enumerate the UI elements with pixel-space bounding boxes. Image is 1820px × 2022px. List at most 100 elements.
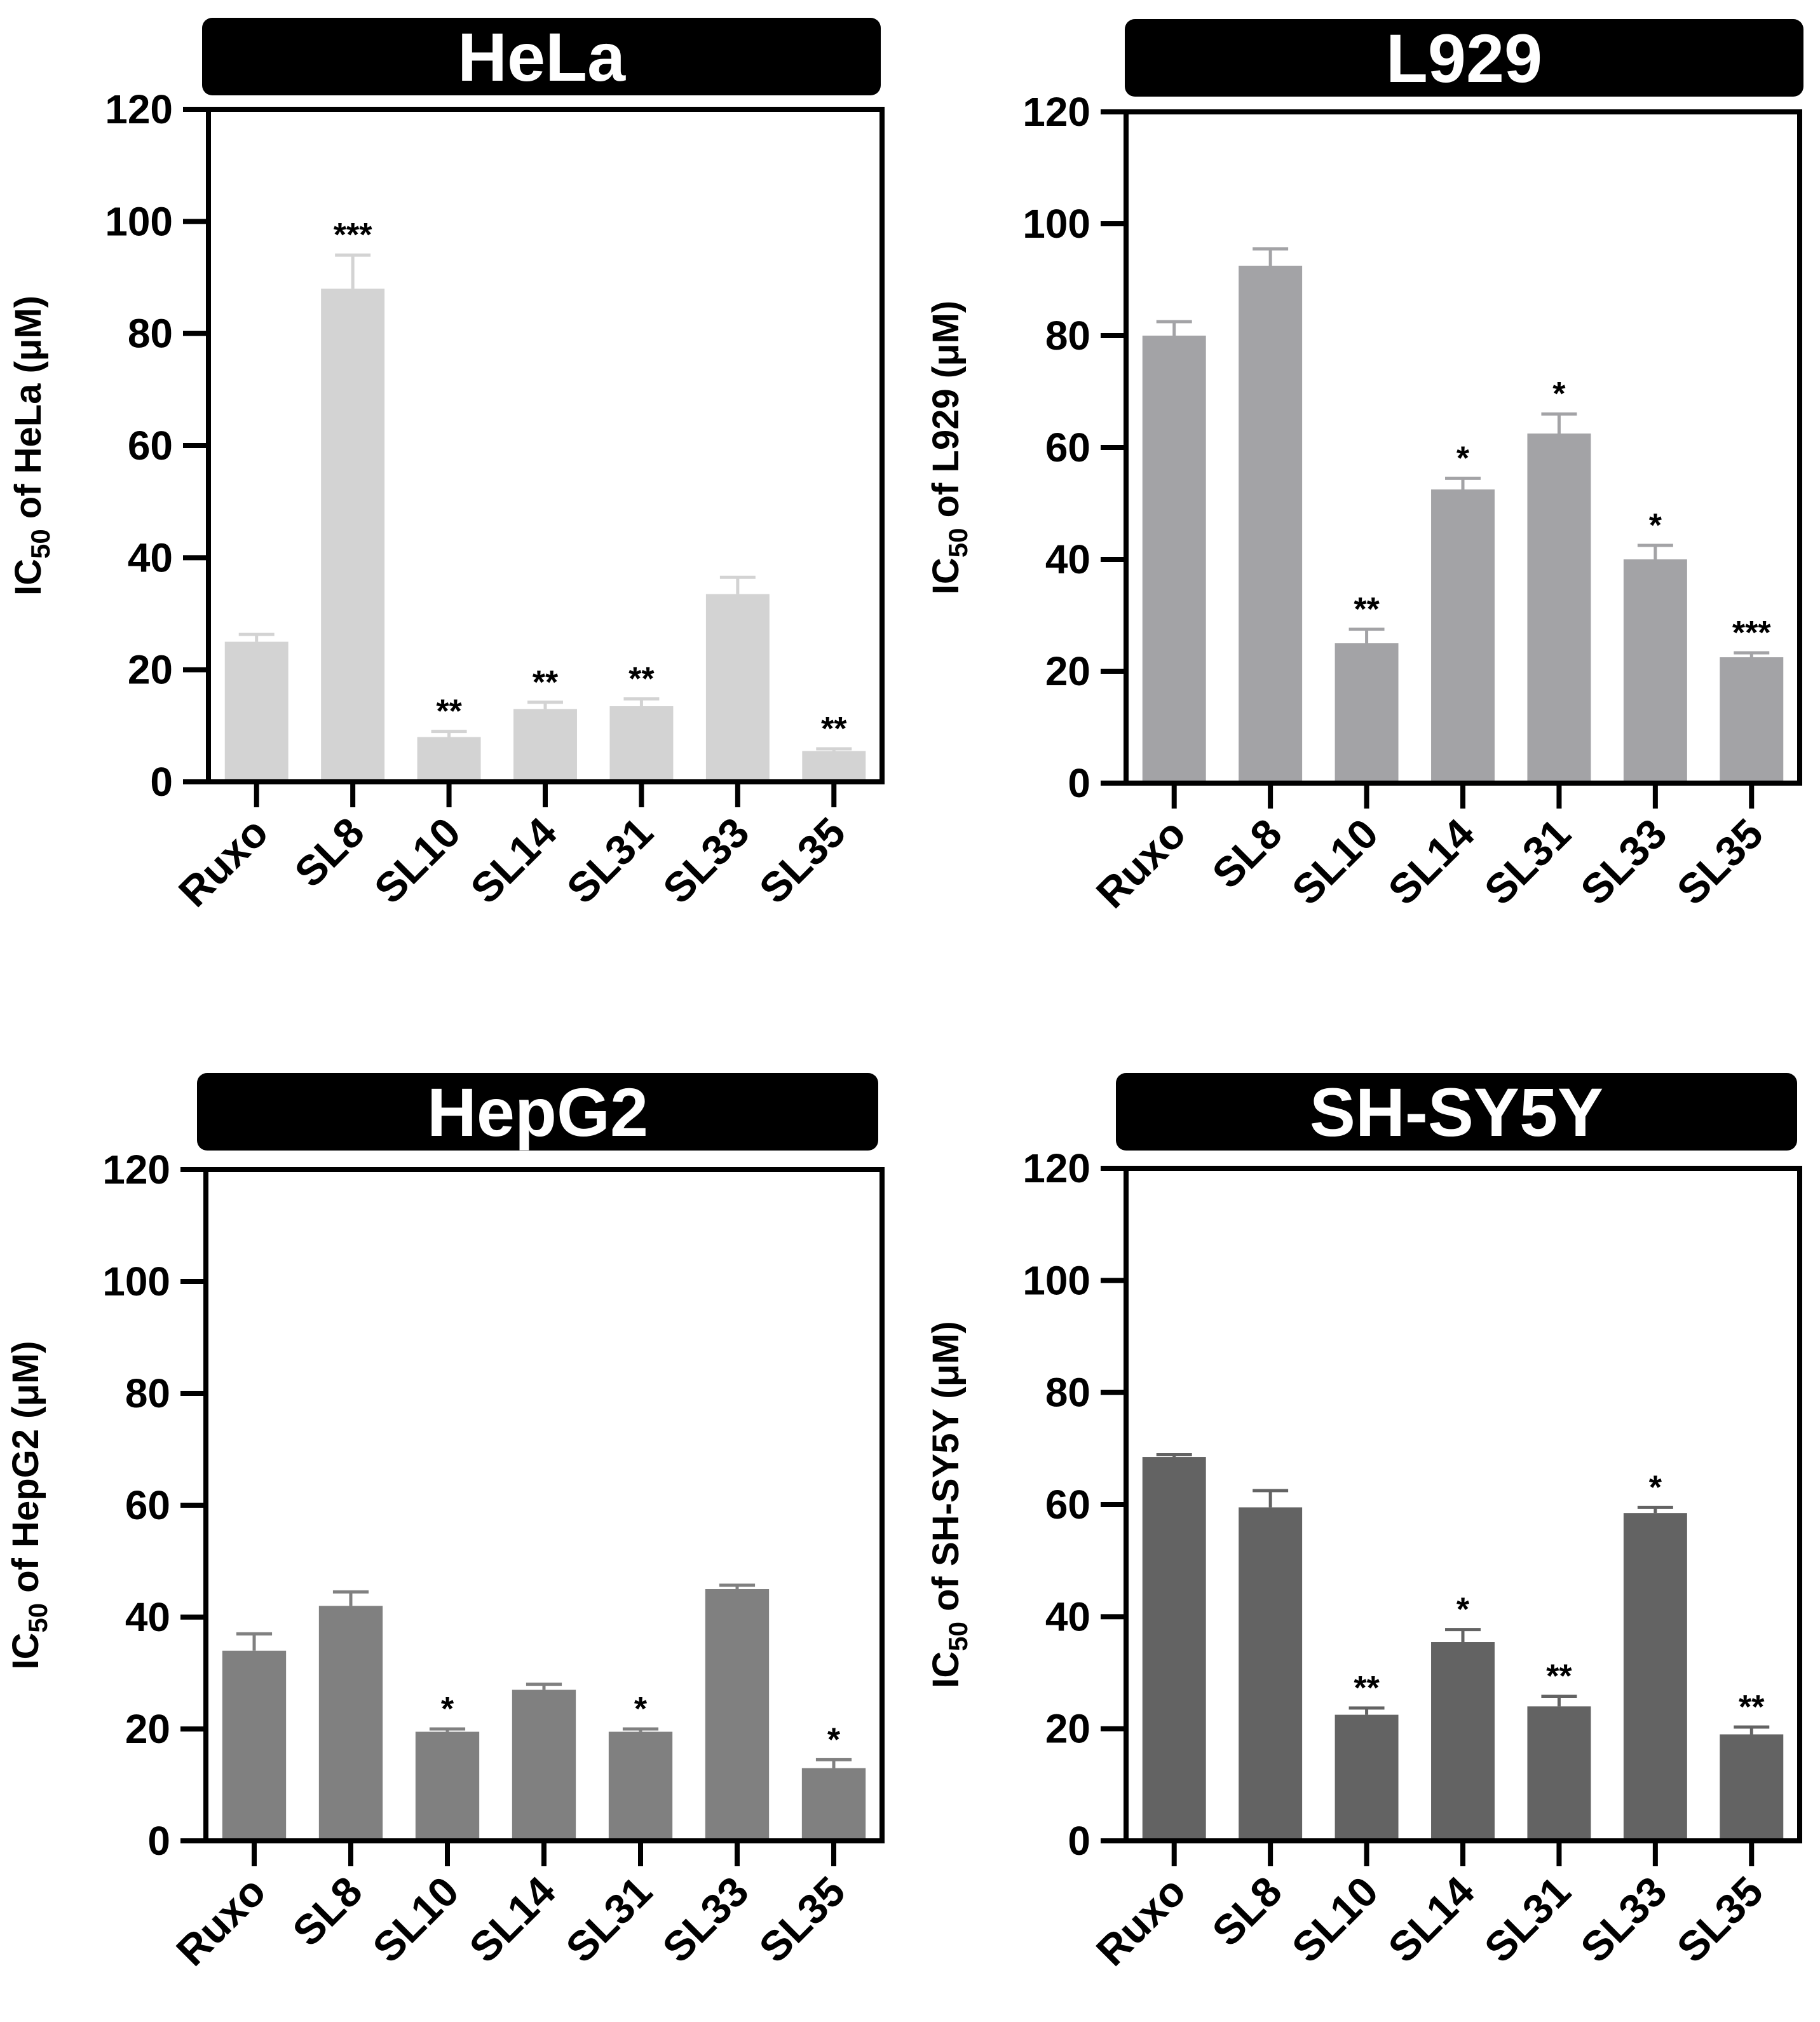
- chart-panel-l929: L929 Ruxo SL8 ** SL10 * SL14 * SL31 * SL33 *** SL35 0…: [925, 19, 1803, 917]
- x-tick-label-sl8: SL8: [283, 1868, 371, 1955]
- x-tick-label-sl14: SL14: [1379, 1867, 1483, 1971]
- y-tick-label-80: 80: [1045, 313, 1090, 359]
- x-tick-label-sl10: SL10: [363, 1868, 468, 1972]
- y-axis-label-subscript: 50: [943, 1622, 973, 1651]
- bar-sl35: [802, 751, 866, 782]
- y-axis-label-suffix: of HeLa (μM): [8, 296, 49, 529]
- x-tick-label-sl10: SL10: [1283, 1868, 1387, 1972]
- significance-label-sl8: ***: [334, 217, 372, 254]
- significance-label-sl14: *: [1457, 1592, 1470, 1629]
- y-tick-label-100: 100: [1022, 201, 1090, 247]
- x-tick-label-sl8: SL8: [1203, 810, 1291, 898]
- y-tick-label-60: 60: [128, 423, 173, 468]
- x-tick-label-sl33: SL33: [654, 809, 758, 913]
- bar-sl8: [321, 289, 385, 782]
- y-tick-label-80: 80: [128, 311, 173, 357]
- significance-label-sl14: **: [533, 664, 559, 701]
- y-axis-label-suffix: of SH-SY5Y (μM): [925, 1321, 967, 1622]
- chart-title-bar: [202, 18, 881, 95]
- x-tick-label-sl33: SL33: [653, 1868, 757, 1972]
- significance-label-sl10: **: [436, 693, 462, 730]
- bar-sl8: [1239, 266, 1303, 783]
- y-axis-label: IC50 of L929 (μM): [925, 301, 973, 594]
- bar-sl8: [318, 1606, 383, 1841]
- x-tick-label-sl31: SL31: [557, 809, 662, 913]
- chart-title: SH-SY5Y: [1310, 1074, 1603, 1151]
- significance-label-sl35: **: [821, 711, 847, 748]
- significance-label-sl31: *: [634, 1691, 648, 1728]
- y-tick-label-100: 100: [105, 198, 173, 244]
- chart-title: HepG2: [427, 1074, 648, 1151]
- significance-label-sl31: **: [628, 661, 655, 698]
- significance-label-sl33: *: [1649, 1469, 1662, 1506]
- bar-sl31: [1527, 434, 1591, 783]
- x-tick-label-sl8: SL8: [285, 809, 373, 896]
- y-axis-label-subscript: 50: [23, 1603, 53, 1633]
- bar-sl8: [1239, 1507, 1303, 1841]
- chart-panel-sh-sy5y: SH-SY5Y Ruxo SL8 ** SL10 * SL14 ** SL31 * SL33 ** SL…: [925, 1073, 1802, 1975]
- y-tick-label-40: 40: [125, 1594, 170, 1640]
- chart-title: HeLa: [458, 18, 626, 95]
- bar-sl31: [608, 1732, 673, 1841]
- y-tick-label-20: 20: [125, 1706, 170, 1752]
- y-tick-label-120: 120: [1022, 1145, 1090, 1191]
- significance-label-sl14: *: [1457, 440, 1470, 477]
- bar-sl14: [1431, 1642, 1495, 1841]
- x-tick-label-sl33: SL33: [1572, 1868, 1676, 1972]
- x-tick-label-sl31: SL31: [1475, 1868, 1579, 1972]
- bar-sl35: [1720, 1734, 1784, 1841]
- y-tick-label-0: 0: [150, 759, 173, 805]
- y-tick-label-20: 20: [1045, 648, 1090, 694]
- y-tick-label-80: 80: [1045, 1370, 1090, 1416]
- y-tick-label-100: 100: [1022, 1257, 1090, 1303]
- bar-sl35: [801, 1768, 866, 1841]
- bar-sl10: [1334, 1714, 1399, 1841]
- y-tick-label-60: 60: [1045, 425, 1090, 470]
- bar-sl10: [415, 1732, 480, 1841]
- significance-label-sl33: *: [1649, 507, 1662, 544]
- x-tick-label-ruxo: Ruxo: [1087, 810, 1195, 917]
- bar-sl10: [417, 737, 481, 782]
- bar-sl14: [1431, 489, 1495, 783]
- significance-label-sl35: *: [827, 1721, 841, 1758]
- y-tick-label-80: 80: [125, 1370, 170, 1416]
- significance-label-sl31: *: [1552, 376, 1566, 413]
- significance-label-sl31: **: [1546, 1658, 1572, 1695]
- bar-sl35: [1720, 657, 1784, 783]
- bar-sl31: [609, 706, 674, 782]
- bar-sl33: [705, 1589, 770, 1841]
- y-tick-label-0: 0: [147, 1818, 170, 1864]
- significance-label-sl35: ***: [1732, 615, 1771, 652]
- x-tick-label-sl10: SL10: [365, 809, 470, 913]
- bar-sl33: [705, 594, 770, 782]
- x-tick-label-ruxo: Ruxo: [170, 809, 277, 916]
- y-axis-label-prefix: IC: [925, 1651, 967, 1688]
- x-tick-label-sl14: SL14: [460, 1867, 564, 1971]
- y-axis-label-prefix: IC: [5, 1633, 46, 1670]
- y-axis-label-suffix: of L929 (μM): [925, 301, 967, 528]
- bar-ruxo: [224, 641, 289, 782]
- y-tick-label-120: 120: [102, 1147, 170, 1192]
- x-tick-label-ruxo: Ruxo: [1087, 1868, 1195, 1975]
- bar-ruxo: [222, 1650, 287, 1841]
- y-tick-label-0: 0: [1068, 1818, 1090, 1864]
- x-tick-label-ruxo: Ruxo: [167, 1868, 275, 1975]
- significance-label-sl10: **: [1354, 1670, 1380, 1707]
- chart-title: L929: [1386, 20, 1542, 97]
- y-tick-label-60: 60: [125, 1482, 170, 1528]
- y-tick-label-100: 100: [102, 1259, 170, 1304]
- y-axis-label-subscript: 50: [943, 528, 973, 558]
- y-tick-label-120: 120: [1022, 89, 1090, 135]
- y-axis-label-subscript: 50: [25, 529, 55, 559]
- x-tick-label-sl33: SL33: [1572, 810, 1676, 914]
- significance-label-sl35: **: [1739, 1689, 1765, 1726]
- y-tick-label-20: 20: [128, 647, 173, 693]
- y-axis-label-prefix: IC: [925, 557, 967, 594]
- bar-ruxo: [1142, 1457, 1206, 1841]
- significance-label-sl10: *: [441, 1691, 454, 1728]
- bar-sl10: [1334, 643, 1399, 783]
- x-tick-label-sl31: SL31: [557, 1868, 661, 1972]
- x-tick-label-sl10: SL10: [1283, 810, 1387, 914]
